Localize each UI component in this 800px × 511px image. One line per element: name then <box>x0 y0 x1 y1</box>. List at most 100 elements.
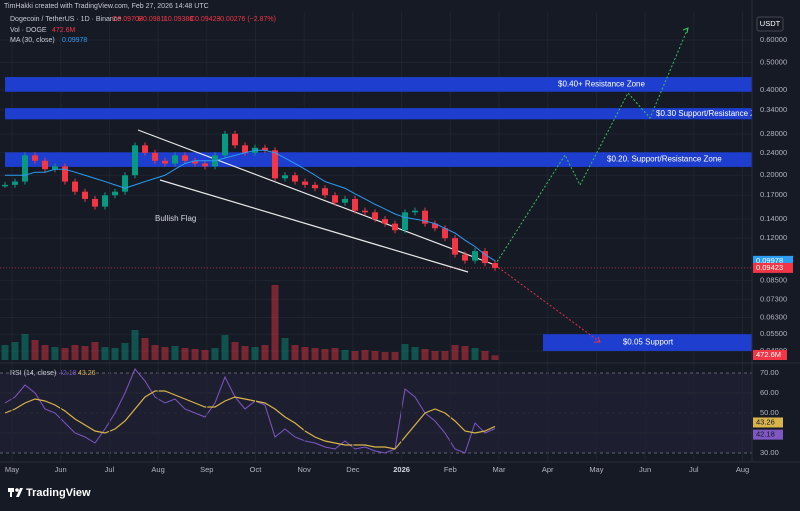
candle <box>132 145 138 176</box>
volume-bar <box>61 348 69 360</box>
candle <box>492 263 498 268</box>
volume-bar <box>151 345 159 360</box>
x-tick-label: Aug <box>151 465 164 474</box>
rsi-tag <box>753 429 783 440</box>
volume-bar <box>131 330 139 360</box>
volume-bar <box>421 349 429 360</box>
arrow-head <box>594 336 601 343</box>
rsi-tag <box>753 417 783 428</box>
volume-bar <box>271 285 279 360</box>
ohlc-value: −0.00276 (−2.87%) <box>216 16 276 23</box>
x-tick-label: Jul <box>689 465 699 474</box>
volume-bar <box>91 342 99 360</box>
credit: TimHakki created with TradingView.com, F… <box>4 3 209 10</box>
volume-bar <box>111 348 119 360</box>
candle <box>262 147 268 151</box>
zone <box>5 108 752 120</box>
logo-mark <box>16 488 23 497</box>
zone <box>5 152 752 167</box>
volume-bar <box>301 347 309 360</box>
rsi-tag-label: 42.18 <box>756 430 775 439</box>
volume-bar <box>461 346 469 360</box>
rsi-legend: RSI (14, close) <box>10 370 56 377</box>
volume-tag-label: 472.6M <box>756 350 781 359</box>
volume-bar <box>31 340 39 360</box>
candle <box>422 210 428 224</box>
candle <box>312 184 318 189</box>
y-tick-label: 0.08500 <box>760 276 787 285</box>
y-tick-label: 0.05500 <box>760 329 787 338</box>
volume-bar <box>121 343 129 360</box>
candle <box>272 150 278 179</box>
price-tag-label: 0.09978 <box>756 256 783 265</box>
candle <box>102 195 108 207</box>
candle <box>52 166 58 170</box>
candle <box>182 155 188 161</box>
candle <box>202 163 208 167</box>
volume-bar <box>21 334 29 360</box>
rsi-tick-label: 50.00 <box>760 408 779 417</box>
logo-mark <box>15 488 19 492</box>
candle <box>22 155 28 182</box>
ohlc-value: H0.09811 <box>138 16 168 23</box>
candle <box>432 223 438 229</box>
y-tick-label: 0.40000 <box>760 85 787 94</box>
ma-legend: MA (30, close) <box>10 37 55 44</box>
volume-bar <box>101 347 109 360</box>
candle <box>62 166 68 182</box>
volume-tag <box>753 350 787 360</box>
candle <box>302 181 308 185</box>
logo-mark <box>10 488 12 497</box>
candle <box>222 133 228 156</box>
volume-bar <box>321 349 329 360</box>
price-tag-label: 0.09423 <box>756 263 783 272</box>
candle <box>392 223 398 231</box>
candle <box>462 254 468 261</box>
logo: TradingView <box>8 487 91 499</box>
volume-bar <box>351 351 359 360</box>
x-tick-label: Dec <box>346 465 360 474</box>
volume-bar <box>261 345 269 360</box>
footer-brand: TradingView <box>26 487 91 499</box>
rsi-tick-label: 60.00 <box>760 388 779 397</box>
candle <box>122 175 128 192</box>
candle <box>82 191 88 199</box>
candle <box>342 198 348 203</box>
x-tick-label: 2026 <box>393 465 410 474</box>
candle <box>322 188 328 196</box>
y-tick-label: 0.06300 <box>760 312 787 321</box>
volume-bar <box>481 351 489 360</box>
volume-bar <box>181 348 189 360</box>
ma-line <box>5 149 496 262</box>
volume-bar <box>221 335 229 360</box>
volume-bar <box>251 347 259 360</box>
ohlc-value: O0.09702 <box>112 16 143 23</box>
volume-bar <box>491 355 499 360</box>
rsi-ma-legend-value: 43.26 <box>78 370 96 377</box>
candle <box>442 228 448 239</box>
candle <box>402 212 408 231</box>
price-tag <box>753 255 793 266</box>
volume-bar <box>211 348 219 360</box>
x-tick-label: Apr <box>542 465 554 474</box>
candle <box>192 160 198 164</box>
candle <box>452 238 458 255</box>
candle <box>242 145 248 153</box>
x-tick-label: Jun <box>639 465 651 474</box>
volume-bar <box>311 348 319 360</box>
ma-legend-value: 0.09978 <box>62 37 87 44</box>
volume-bar <box>201 350 209 360</box>
candle <box>162 160 168 164</box>
y-tick-label: 0.14000 <box>760 214 787 223</box>
zone-label: $0.30 Support/Resistance Zone <box>656 109 769 118</box>
candle <box>152 152 158 161</box>
candle <box>352 198 358 211</box>
currency: USDT <box>760 19 781 28</box>
volume-bar <box>51 347 59 360</box>
volume-bar <box>381 352 389 360</box>
volume-bar <box>241 346 249 360</box>
candle <box>112 191 118 196</box>
y-tick-label: 0.50000 <box>760 57 787 66</box>
candle <box>382 219 388 224</box>
candle <box>92 198 98 207</box>
